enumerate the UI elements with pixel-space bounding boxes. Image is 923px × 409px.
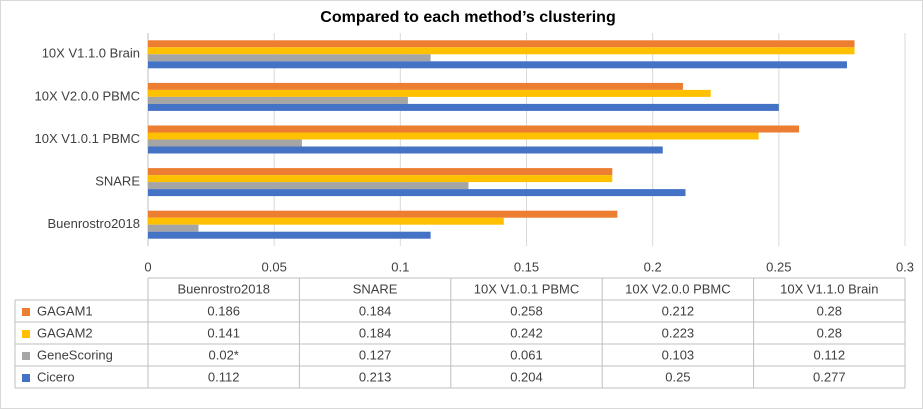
- bar: [148, 96, 408, 104]
- legend-label: GAGAM2: [37, 325, 93, 340]
- x-tick-label: 0: [144, 259, 151, 274]
- table-cell: 0.204: [510, 369, 543, 384]
- bar: [148, 61, 847, 69]
- table-cell: 0.25: [665, 369, 690, 384]
- chart-title: Compared to each method’s clustering: [320, 9, 615, 26]
- bar: [148, 217, 504, 225]
- bar: [148, 125, 800, 133]
- table-cell: 0.061: [510, 347, 543, 362]
- legend-swatch: [22, 330, 30, 338]
- bar: [148, 231, 431, 239]
- bar: [148, 182, 469, 190]
- table-cell: 0.103: [662, 347, 695, 362]
- x-tick-label: 0.3: [896, 259, 914, 274]
- legend-label: GAGAM1: [37, 303, 93, 318]
- legend-swatch: [22, 308, 30, 316]
- y-tick-label: SNARE: [95, 174, 140, 189]
- y-tick-label: 10X V1.0.1 PBMC: [35, 131, 141, 146]
- table-cell: 0.213: [359, 369, 392, 384]
- bar: [148, 224, 199, 232]
- table-cell: 0.112: [814, 347, 846, 362]
- table-header: 10X V1.0.1 PBMC: [474, 281, 580, 296]
- table-cell: 0.28: [817, 303, 842, 318]
- table-header: 10X V1.1.0 Brain: [780, 281, 878, 296]
- x-tick-label: 0.1: [391, 259, 409, 274]
- y-tick-label: 10X V1.1.0 Brain: [42, 46, 140, 61]
- bar: [148, 89, 711, 97]
- legend-label: GeneScoring: [37, 347, 113, 362]
- bar: [148, 54, 431, 62]
- y-tick-label: Buenrostro2018: [47, 216, 140, 231]
- table-cell: 0.02*: [209, 347, 239, 362]
- legend-swatch: [22, 374, 30, 382]
- table-header: 10X V2.0.0 PBMC: [625, 281, 731, 296]
- bar: [148, 82, 683, 90]
- bar: [148, 40, 855, 48]
- y-tick-label: 10X V2.0.0 PBMC: [35, 88, 141, 103]
- legend-swatch: [22, 352, 30, 360]
- table-cell: 0.28: [817, 325, 842, 340]
- table-cell: 0.141: [207, 325, 240, 340]
- bar: [148, 103, 779, 111]
- bar: [148, 168, 613, 176]
- table-cell: 0.223: [662, 325, 695, 340]
- table-header: SNARE: [353, 281, 398, 296]
- table-header: Buenrostro2018: [177, 281, 270, 296]
- bar: [148, 132, 759, 140]
- table-cell: 0.112: [208, 369, 240, 384]
- legend-label: Cicero: [37, 369, 75, 384]
- table-cell: 0.184: [359, 303, 392, 318]
- x-tick-label: 0.15: [514, 259, 539, 274]
- bar: [148, 47, 855, 55]
- x-tick-label: 0.05: [262, 259, 287, 274]
- table-cell: 0.258: [510, 303, 543, 318]
- bar: [148, 146, 663, 154]
- table-cell: 0.127: [359, 347, 392, 362]
- bar: [148, 189, 686, 197]
- table-cell: 0.186: [207, 303, 240, 318]
- x-tick-label: 0.25: [766, 259, 791, 274]
- x-tick-label: 0.2: [644, 259, 662, 274]
- table-cell: 0.277: [813, 369, 846, 384]
- bar: [148, 139, 302, 147]
- bar: [148, 175, 613, 183]
- table-cell: 0.242: [510, 325, 543, 340]
- table-cell: 0.184: [359, 325, 392, 340]
- table-cell: 0.212: [662, 303, 695, 318]
- bar: [148, 210, 618, 218]
